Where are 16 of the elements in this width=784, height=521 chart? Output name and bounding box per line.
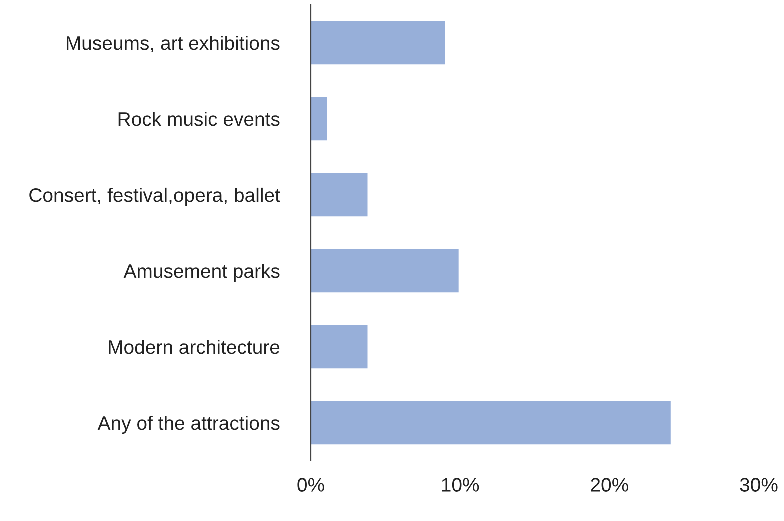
y-tick-label: Amusement parks: [124, 264, 280, 282]
bar: [311, 325, 368, 369]
bar: [311, 401, 671, 445]
y-tick-label: Museums, art exhibitions: [66, 36, 280, 53]
x-tick-label: 30%: [740, 478, 778, 492]
x-tick-label: 10%: [442, 478, 480, 492]
bar: [311, 249, 459, 293]
bar: [311, 21, 446, 65]
y-tick-label: Any of the attractions: [98, 416, 280, 434]
bar: [311, 97, 328, 141]
x-tick-label: 0%: [298, 478, 324, 492]
y-tick-label: Modern architecture: [109, 340, 280, 354]
bar: [311, 173, 368, 217]
y-tick-label: Consert, festival,opera, ballet: [30, 188, 280, 206]
y-tick-label: Rock music events: [118, 112, 280, 126]
x-tick-label: 20%: [591, 478, 628, 492]
